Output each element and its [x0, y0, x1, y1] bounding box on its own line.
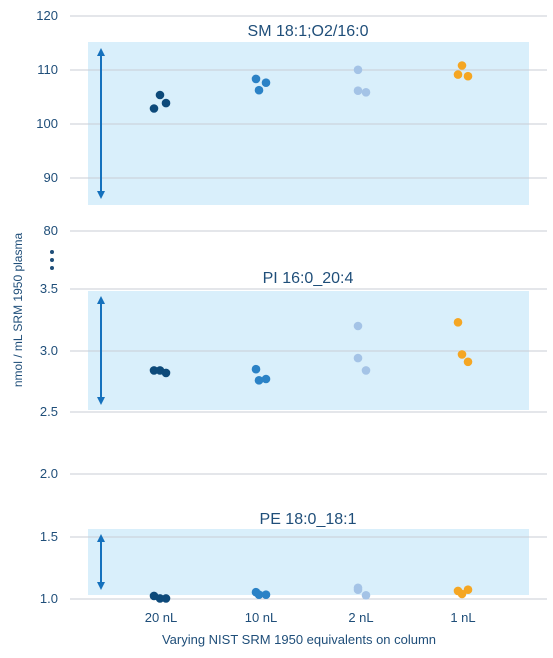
data-point	[353, 321, 363, 331]
data-point	[361, 88, 371, 97]
data-point	[149, 366, 159, 375]
y-tick-label: 100	[36, 116, 58, 131]
y-tick-label: 3.5	[40, 281, 58, 296]
y-tick-label: 80	[44, 223, 58, 238]
data-point	[155, 594, 165, 603]
data-point	[361, 591, 371, 600]
axis-break-dot	[50, 250, 54, 254]
data-point	[251, 364, 261, 374]
data-point	[161, 368, 171, 378]
data-point	[251, 74, 261, 84]
data-point	[261, 590, 271, 599]
data-point	[457, 350, 467, 359]
x-tick-label: 1 nL	[450, 610, 475, 625]
panel-title: PI 16:0_20:4	[263, 270, 354, 287]
data-point	[261, 78, 271, 87]
data-point	[457, 589, 467, 599]
x-tick-label: 2 nL	[348, 610, 373, 625]
panel-title: PE 18:0_18:1	[260, 511, 357, 528]
x-tick-label: 10 nL	[245, 610, 278, 625]
data-point	[161, 98, 171, 108]
y-tick-label: 2.0	[40, 466, 58, 481]
x-tick-label: 20 nL	[145, 610, 178, 625]
data-point	[254, 590, 264, 599]
data-point	[353, 86, 363, 95]
y-tick-label: 120	[36, 8, 58, 23]
data-point	[353, 585, 363, 594]
data-point	[353, 353, 363, 363]
panel-title: SM 18:1;O2/16:0	[248, 23, 369, 40]
axis-break-dot	[50, 258, 54, 262]
data-point	[463, 357, 473, 367]
y-tick-label: 90	[44, 170, 58, 185]
x-axis-label: Varying NIST SRM 1950 equivalents on col…	[162, 632, 436, 647]
y-tick-label: 3.0	[40, 343, 58, 358]
data-point	[457, 61, 467, 70]
data-point	[361, 366, 371, 375]
y-tick-label: 1.0	[40, 591, 58, 606]
data-point	[254, 376, 264, 385]
data-point	[149, 104, 159, 113]
data-point	[463, 71, 473, 81]
data-point	[161, 594, 171, 603]
data-point	[254, 85, 264, 95]
y-tick-label: 2.5	[40, 404, 58, 419]
data-point	[463, 585, 473, 594]
y-tick-label: 110	[37, 62, 58, 77]
y-axis-label: nmol / mL SRM 1950 plasma	[11, 233, 25, 388]
data-point	[453, 318, 463, 327]
data-point	[261, 374, 271, 384]
data-point	[353, 65, 363, 75]
y-tick-label: 1.5	[40, 529, 58, 544]
axis-break-dot	[50, 266, 54, 270]
panel-band	[88, 529, 529, 595]
data-point	[155, 90, 165, 100]
data-point	[453, 70, 463, 79]
